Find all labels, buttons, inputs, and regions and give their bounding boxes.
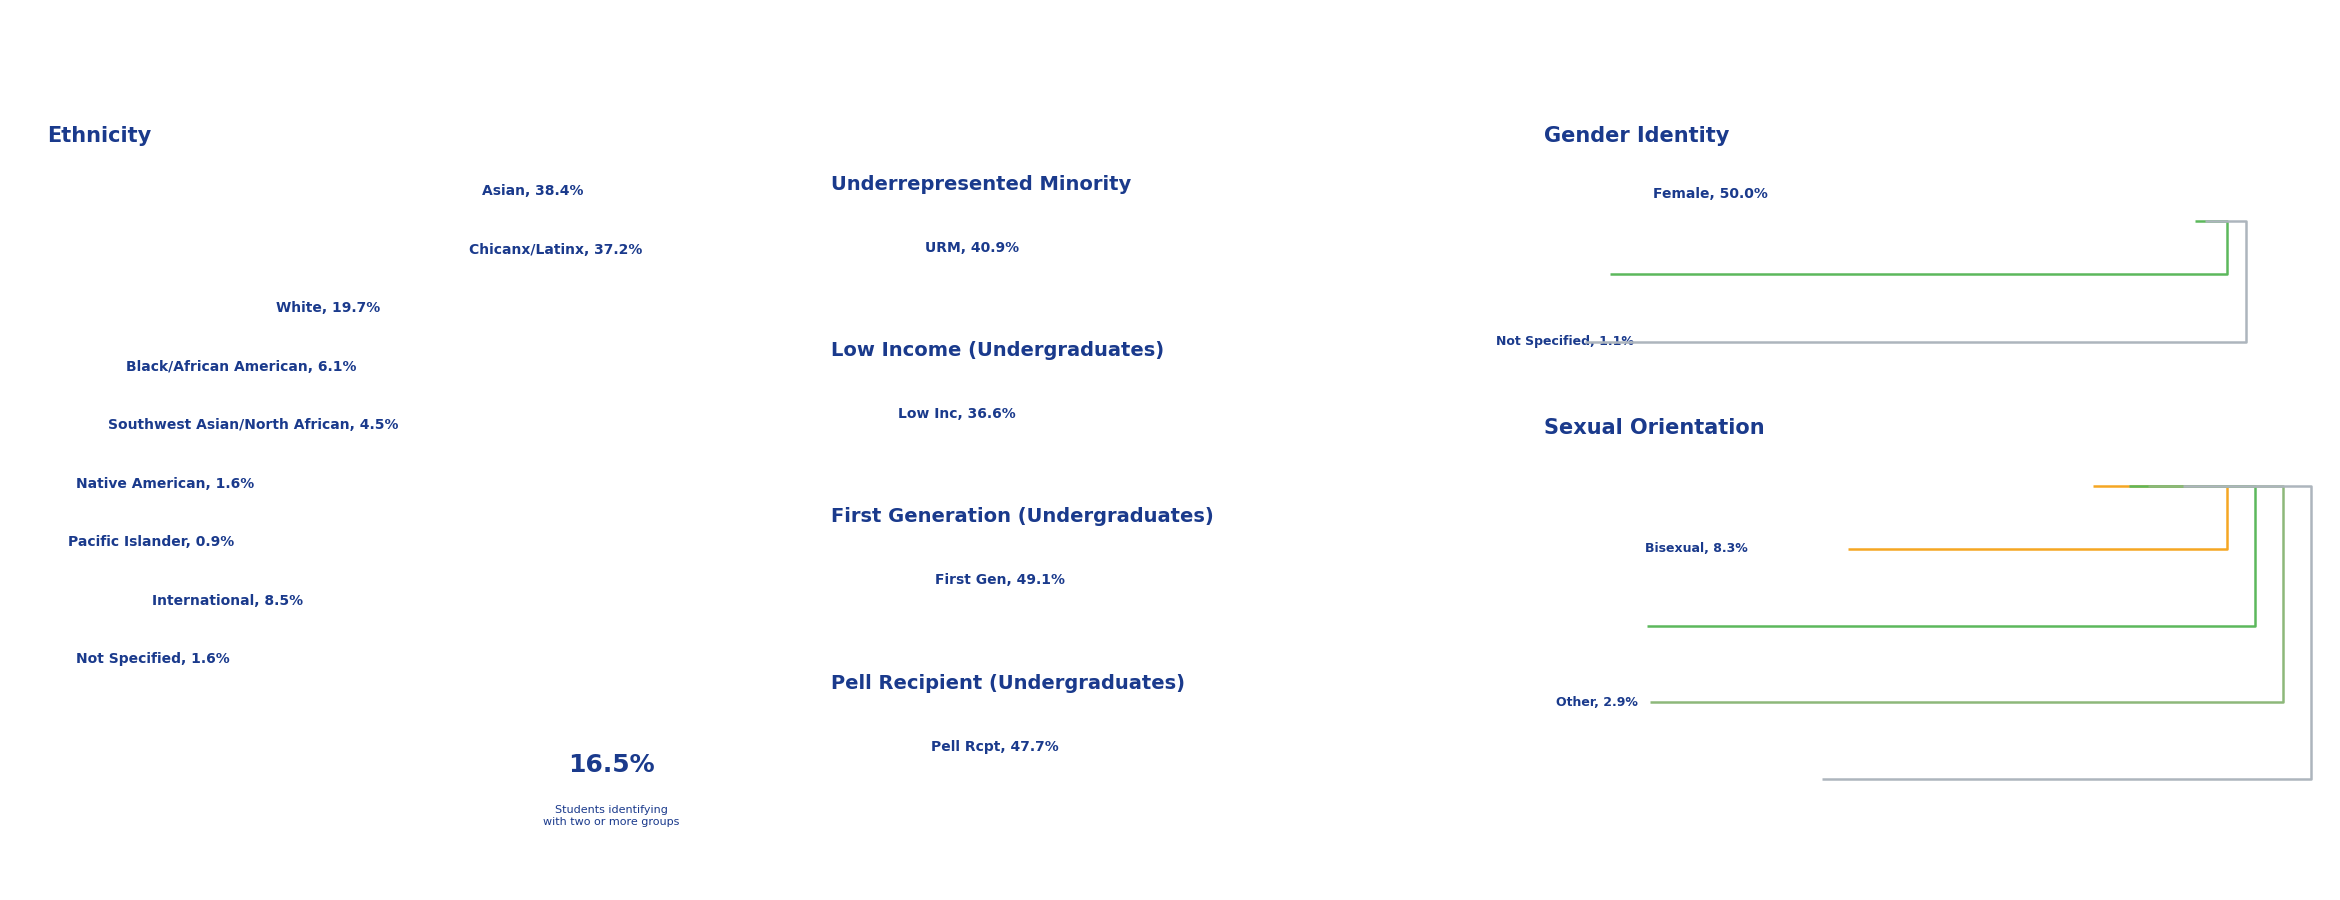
Text: Asian, 38.4%: Asian, 38.4% — [482, 184, 583, 198]
Text: Ethnicity: Ethnicity — [47, 126, 152, 146]
Text: Not Low Income, 63.4%: Not Low Income, 63.4% — [1210, 407, 1395, 421]
Text: Male, 47.1%: Male, 47.1% — [1984, 186, 2080, 201]
Text: Not First Gen, 50.9%: Not First Gen, 50.9% — [1264, 573, 1427, 588]
Text: Pell Rcpt, 47.7%: Pell Rcpt, 47.7% — [931, 740, 1060, 754]
Text: International, 8.5%: International, 8.5% — [152, 594, 304, 608]
Text: Pacific Islander, 0.9%: Pacific Islander, 0.9% — [68, 536, 234, 549]
Text: 16.5%: 16.5% — [569, 753, 655, 778]
Text: Nonbinary or Different Identity, 1.8%: Nonbinary or Different Identity, 1.8% — [1446, 268, 1708, 281]
Text: First Gen, 49.1%: First Gen, 49.1% — [936, 573, 1065, 588]
Text: Low Income (Undergraduates): Low Income (Undergraduates) — [831, 341, 1163, 360]
Text: First Generation (Undergraduates): First Generation (Undergraduates) — [831, 508, 1214, 526]
Text: Not Specified, 1.6%: Not Specified, 1.6% — [77, 652, 229, 666]
Text: Gender Identity: Gender Identity — [1544, 126, 1729, 146]
Text: Not Specified, 1.1%: Not Specified, 1.1% — [1495, 336, 1633, 348]
Text: Underrepresented Minority: Underrepresented Minority — [831, 175, 1130, 194]
Text: White, 19.7%: White, 19.7% — [276, 302, 379, 315]
Text: Students identifying
with two or more groups: Students identifying with two or more gr… — [543, 805, 679, 827]
Text: Chicanx/Latinx, 37.2%: Chicanx/Latinx, 37.2% — [468, 243, 641, 256]
Text: URM, 40.9%: URM, 40.9% — [924, 240, 1018, 255]
Text: Southwest Asian/North African, 4.5%: Southwest Asian/North African, 4.5% — [108, 418, 398, 432]
Text: Not Pell Rcpt, 52.3%: Not Pell Rcpt, 52.3% — [1261, 740, 1420, 754]
Text: Not Specified, 7.6%: Not Specified, 7.6% — [1615, 772, 1753, 785]
Text: Fall 2024: Fall 2024 — [2099, 39, 2298, 76]
Text: Students identifying
with one group: Students identifying with one group — [168, 805, 281, 827]
Text: Heterosexual or Straight, 78.4%: Heterosexual or Straight, 78.4% — [1678, 452, 1930, 466]
Text: Not URM, 59.1%: Not URM, 59.1% — [1254, 240, 1381, 255]
Text: Black/African American, 6.1%: Black/African American, 6.1% — [126, 360, 356, 373]
Text: Low Inc, 36.6%: Low Inc, 36.6% — [899, 407, 1016, 421]
Text: Student Demographics: Student Demographics — [42, 39, 543, 76]
Text: Other, 2.9%: Other, 2.9% — [1556, 696, 1638, 708]
Text: 73.4%: 73.4% — [183, 753, 269, 778]
Text: Sexual Orientation: Sexual Orientation — [1544, 418, 1764, 438]
Text: Native American, 1.6%: Native American, 1.6% — [77, 477, 255, 490]
Text: Pell Recipient (Undergraduates): Pell Recipient (Undergraduates) — [831, 674, 1184, 693]
Text: Bisexual, 8.3%: Bisexual, 8.3% — [1645, 543, 1748, 555]
Text: Gay or Lesbian, 2.8%: Gay or Lesbian, 2.8% — [1521, 619, 1668, 632]
Text: Female, 50.0%: Female, 50.0% — [1652, 186, 1767, 201]
